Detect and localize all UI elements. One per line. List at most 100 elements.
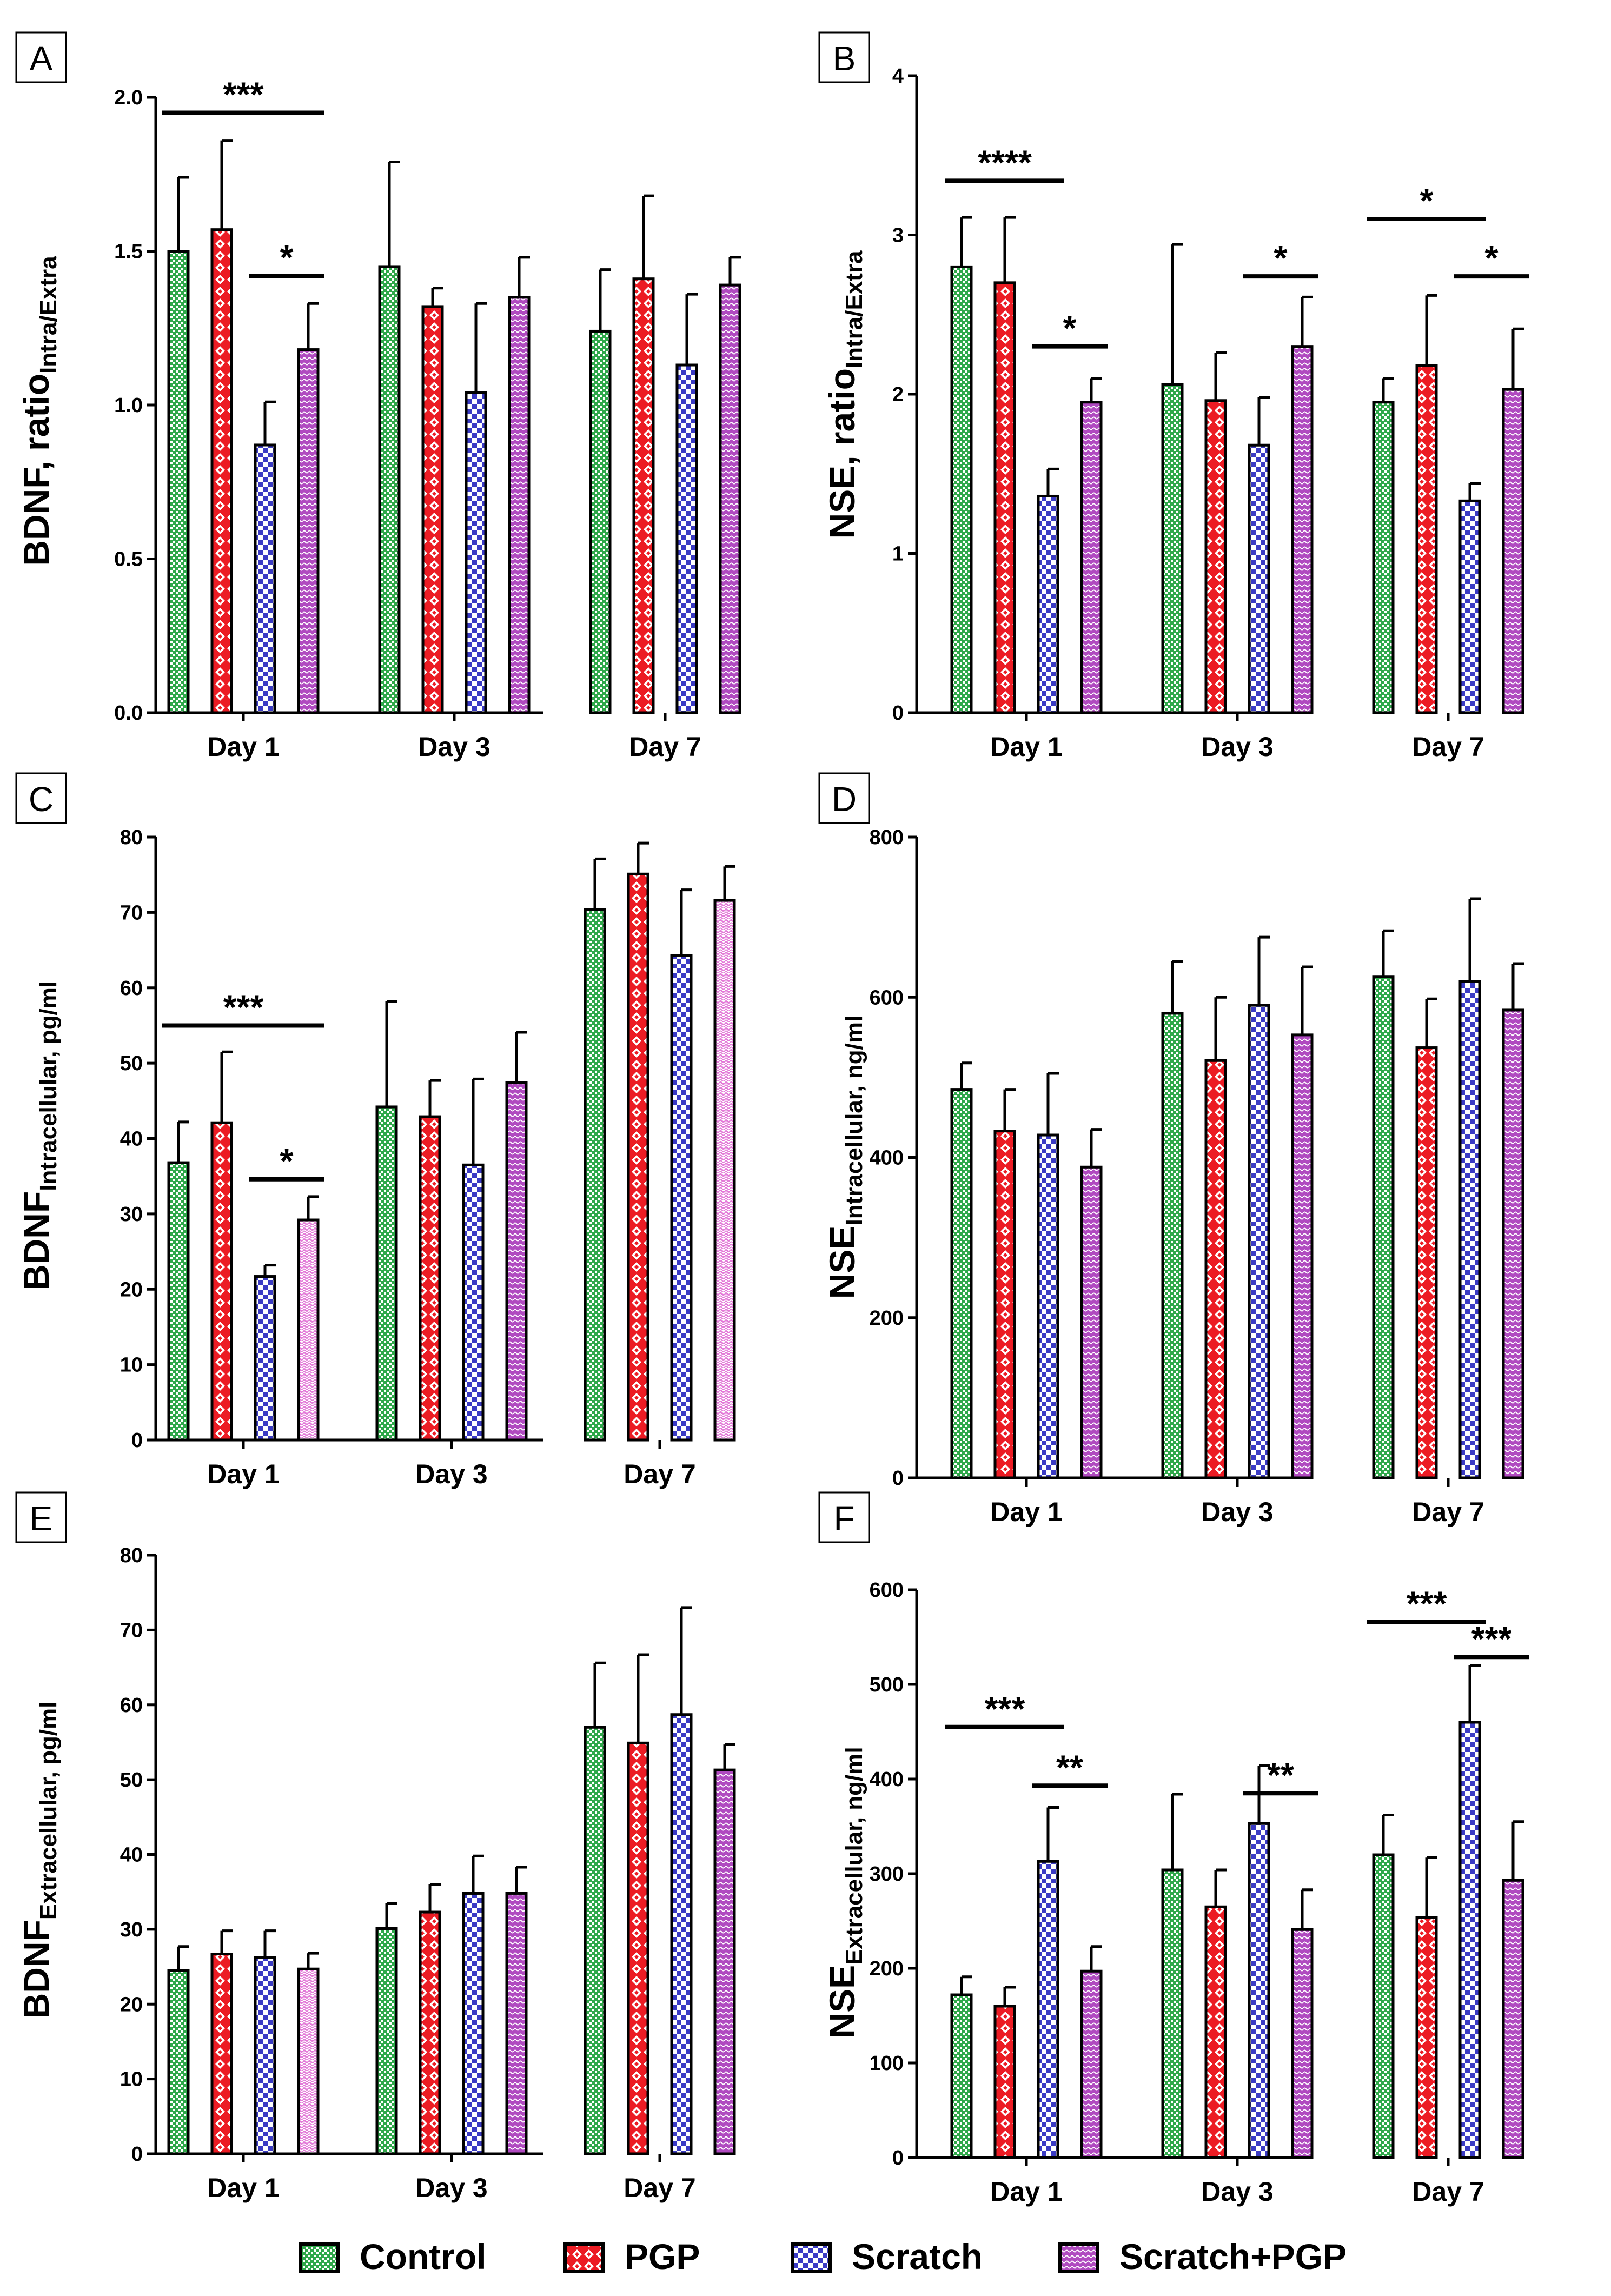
x-tick-label: Day 1: [990, 2176, 1062, 2207]
y-tick-label: 30: [120, 1203, 143, 1226]
bar-scratch-pgp-day7: [1502, 1008, 1524, 1479]
y-tick-label: 60: [120, 1694, 143, 1717]
bar-control-day3: [375, 1105, 398, 1442]
bar-scratch-day1: [1037, 1860, 1059, 2159]
y-tick-label: 10: [120, 1354, 143, 1377]
bar-control-day3: [1161, 1012, 1184, 1479]
x-tick-label: Day 1: [207, 732, 279, 762]
panel-letter: F: [833, 1499, 854, 1538]
y-tick-label: 30: [120, 1919, 143, 1941]
bar-scratch-pgp-day3: [1291, 1033, 1314, 1479]
bar-control-day7: [1372, 401, 1395, 714]
bar-pgp-day3: [1204, 399, 1227, 714]
bar-pgp-day1: [993, 2005, 1016, 2159]
y-tick-label: 70: [120, 1619, 143, 1642]
bar-scratch-pgp-day1: [1080, 1969, 1103, 2159]
bar-control-day1: [950, 265, 973, 714]
panel-C: C 0 10 20 30 40 50 60 70 80 BDNFIntracellular, pg/…: [15, 772, 736, 1489]
legend: Control PGP Scratch Scratch+PGP: [299, 2237, 1347, 2277]
bar-scratch-day7: [1458, 980, 1481, 1479]
bar-scratch-day3: [462, 1163, 485, 1442]
bar-pgp-day3: [419, 1115, 441, 1442]
bar-control-day7: [1372, 1853, 1395, 2159]
x-tick-label: Day 1: [990, 732, 1062, 762]
panel-E: E 0 10 20 30 40 50 60 70 80 BDNFExtracellular, pg/…: [15, 1491, 736, 2203]
bar-scratch-day3: [462, 1892, 485, 2155]
y-axis-label: BDNFIntracellular, pg/ml: [16, 981, 62, 1290]
y-tick-label: 2: [892, 383, 904, 406]
significance-label: *: [280, 238, 294, 277]
bar-scratch-pgp-day3: [1291, 345, 1314, 714]
y-tick-label: 200: [870, 1307, 904, 1330]
panel-letter: C: [29, 780, 54, 819]
y-tick-label: 20: [120, 1993, 143, 2016]
bar-control-day1: [950, 1993, 973, 2159]
panel-letter-box: [818, 1491, 870, 1543]
bar-control-day1: [167, 1969, 190, 2155]
y-tick-label: 60: [120, 977, 143, 1000]
bar-scratch-pgp-day7: [713, 1768, 736, 2155]
bar-scratch-pgp-day3: [1291, 1928, 1314, 2159]
bar-scratch-day7: [670, 1713, 693, 2155]
bar-scratch-pgp-day7: [1502, 388, 1524, 714]
x-tick-label: Day 7: [624, 1459, 695, 1489]
y-axis-label: NSEIntracellular, ng/ml: [822, 1016, 867, 1299]
x-tick-label: Day 7: [629, 732, 701, 762]
panel-A: A 0.0 0.5 1.0 1.5 2.0 BDNF, ratioIntra/Extra Da…: [15, 31, 741, 762]
panel-letter-box: [818, 31, 870, 83]
bar-control-day3: [1161, 1868, 1184, 2159]
bar-scratch-pgp-day1: [297, 1218, 320, 1442]
y-tick-label: 50: [120, 1052, 143, 1075]
bar-scratch-pgp-day1: [1080, 401, 1103, 714]
bar-scratch-pgp-day3: [508, 296, 531, 714]
significance-label: **: [1267, 1755, 1294, 1794]
bar-scratch-day1: [1037, 1133, 1059, 1479]
bar-pgp-day1: [210, 1953, 233, 2155]
bar-pgp-day3: [1204, 1905, 1227, 2159]
y-axis-label: BDNF, ratioIntra/Extra: [16, 256, 62, 566]
y-tick-label: 400: [870, 1768, 904, 1791]
bar-scratch-day3: [1248, 1004, 1270, 1479]
y-tick-label: 10: [120, 2068, 143, 2091]
panel-letter-box: [818, 772, 870, 824]
y-tick-label: 800: [870, 826, 904, 849]
bar-scratch-pgp-day3: [505, 1081, 528, 1442]
y-tick-label: 3: [892, 224, 904, 247]
y-tick-label: 200: [870, 1957, 904, 1980]
bar-pgp-day1: [993, 281, 1016, 714]
y-tick-label: 100: [870, 2052, 904, 2075]
y-tick-label: 40: [120, 1128, 143, 1151]
legend-label: Scratch: [852, 2237, 983, 2277]
bar-scratch-day3: [1248, 443, 1270, 714]
x-tick-label: Day 7: [1412, 1497, 1484, 1527]
bar-control-day3: [375, 1927, 398, 2155]
bar-scratch-day1: [254, 443, 276, 714]
legend-label: Control: [360, 2237, 487, 2277]
y-tick-label: 40: [120, 1844, 143, 1867]
legend-swatch-control: [299, 2242, 340, 2273]
bar-pgp-day3: [421, 305, 444, 714]
bar-scratch-pgp-day7: [713, 899, 736, 1442]
bar-scratch-day1: [254, 1275, 276, 1442]
y-tick-label: 0: [892, 702, 904, 725]
x-tick-label: Day 3: [1201, 2176, 1273, 2207]
bar-pgp-day7: [627, 1741, 649, 2155]
bar-pgp-day7: [1415, 1916, 1438, 2159]
significance-label: **: [1056, 1748, 1083, 1787]
y-tick-label: 50: [120, 1769, 143, 1791]
significance-label: *: [1420, 181, 1434, 220]
bar-pgp-day3: [419, 1910, 441, 2155]
y-tick-label: 2.0: [114, 87, 143, 109]
chart-panels: A 0.0 0.5 1.0 1.5 2.0 BDNF, ratioIntra/Extra Da…: [15, 31, 1529, 2207]
bar-pgp-day7: [1415, 364, 1438, 714]
bar-control-day7: [584, 908, 606, 1442]
bar-scratch-day1: [254, 1956, 276, 2155]
bar-scratch-pgp-day7: [719, 283, 741, 714]
panel-letter: A: [30, 39, 53, 78]
x-tick-label: Day 1: [990, 1497, 1062, 1527]
x-tick-label: Day 3: [1201, 732, 1273, 762]
y-axis-label: NSEExtracellular, ng/ml: [822, 1747, 867, 2038]
y-tick-label: 70: [120, 901, 143, 924]
y-tick-label: 0: [131, 1429, 143, 1452]
significance-label: ***: [985, 1689, 1025, 1728]
